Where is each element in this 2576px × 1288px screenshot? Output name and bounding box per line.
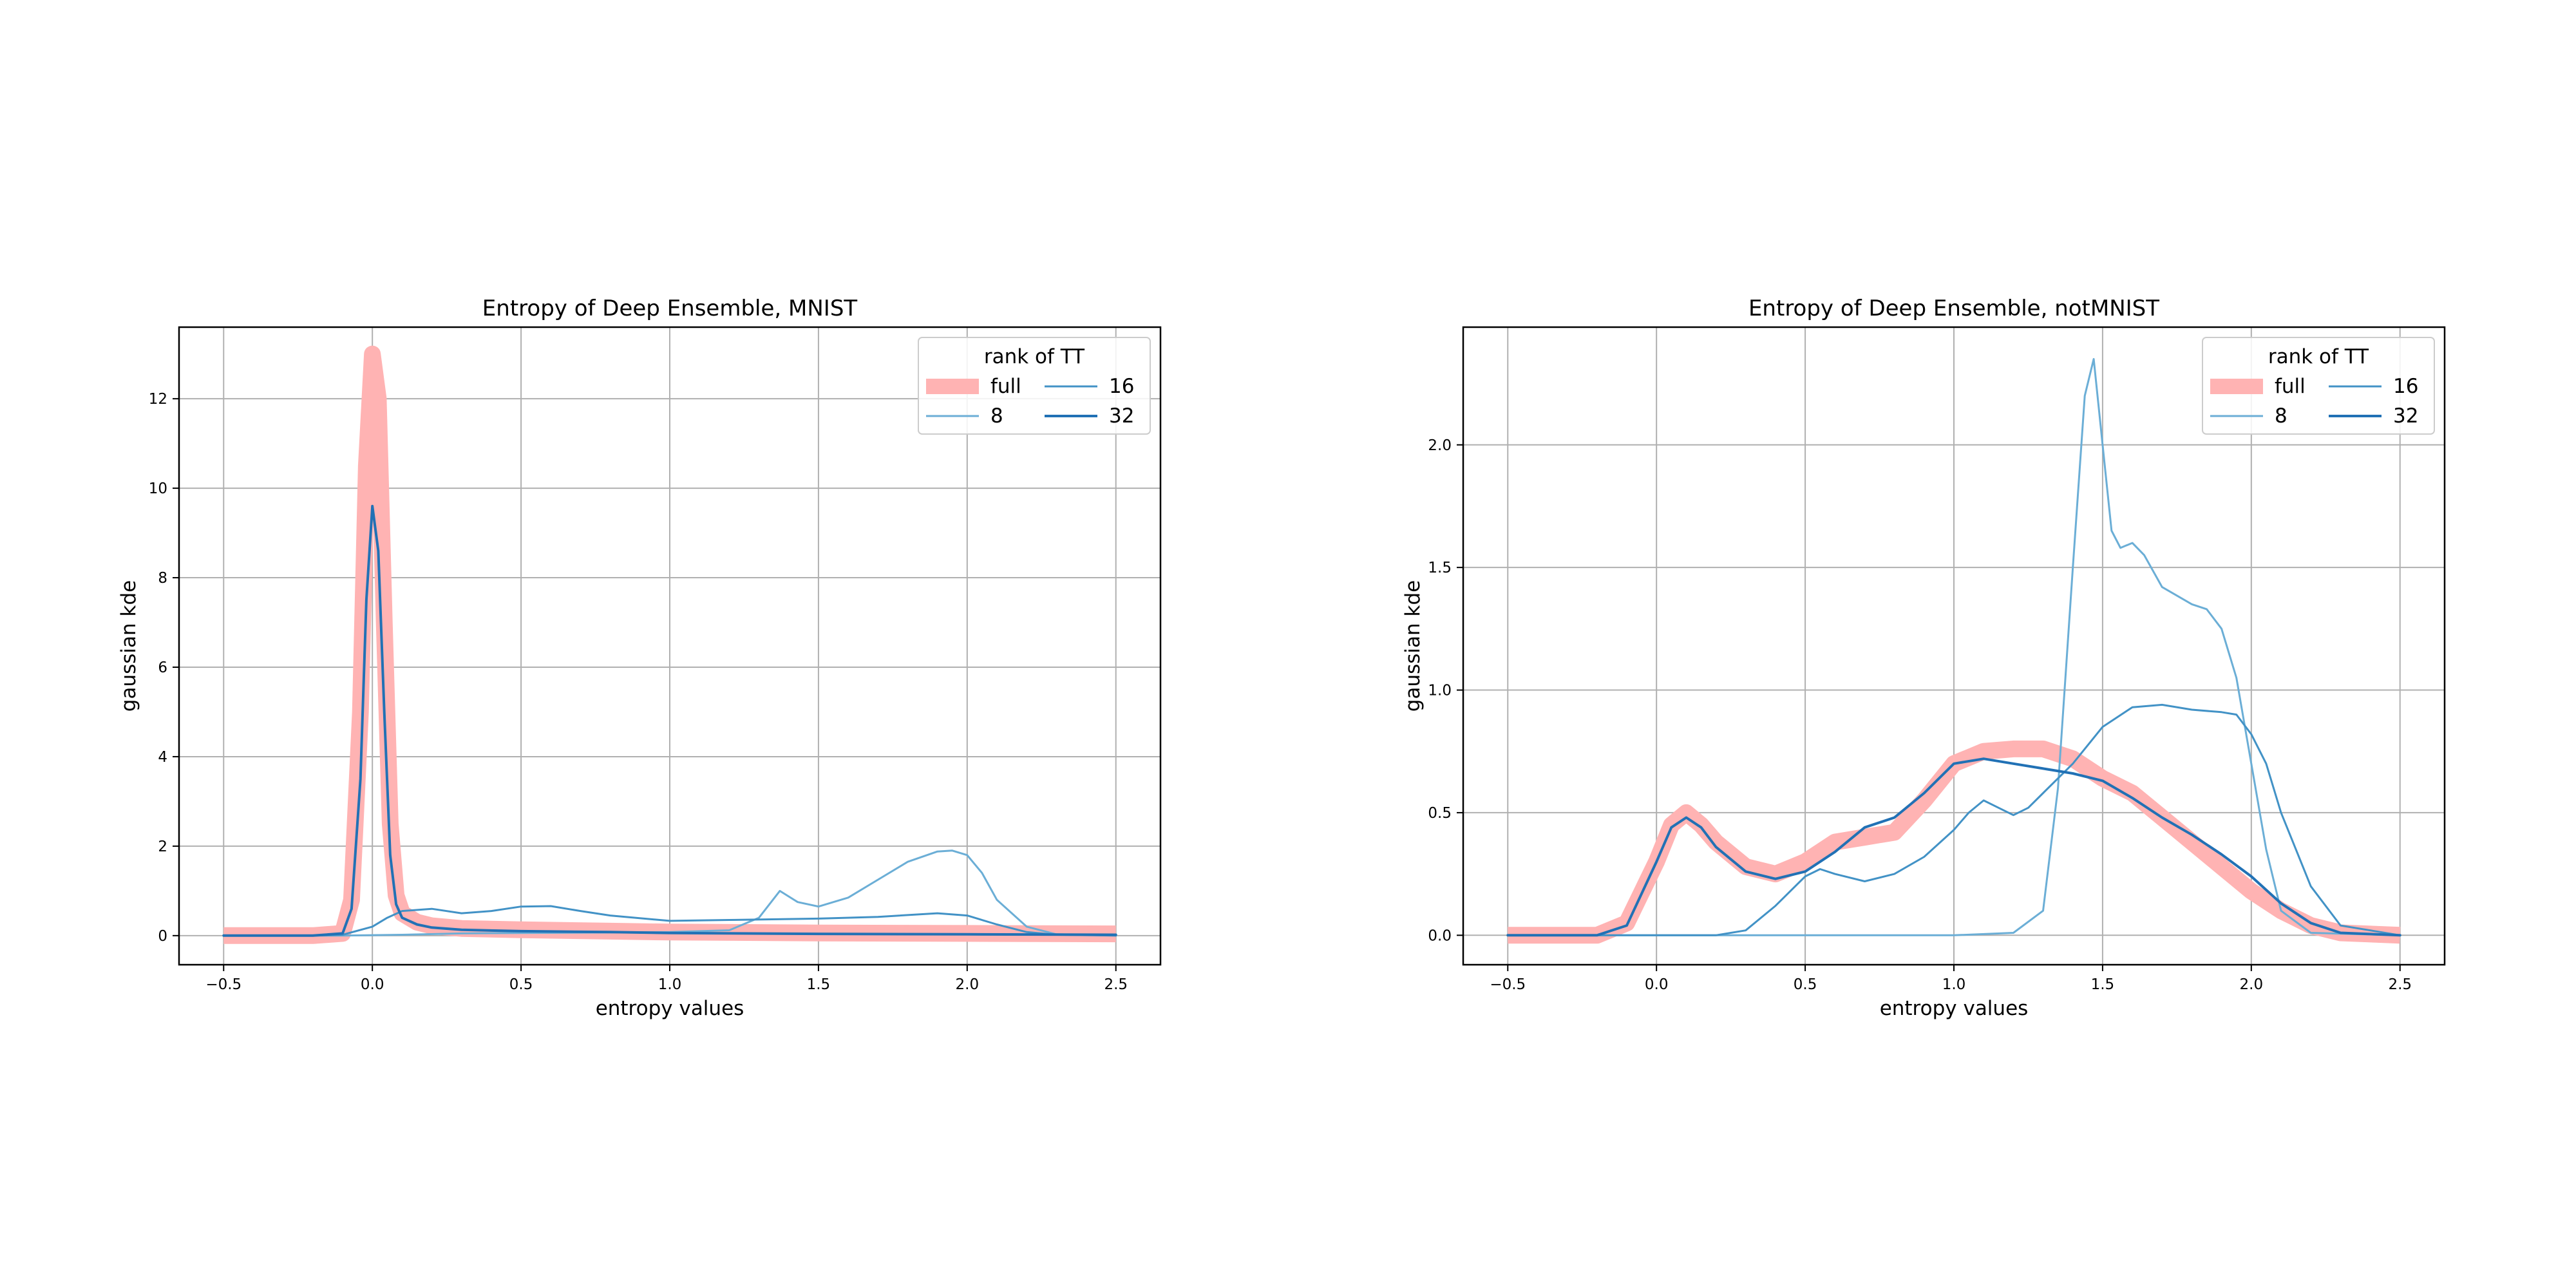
y-tick-label: 6 — [158, 659, 167, 676]
mnist-entropy-chart: −0.5 0.0 0.5 1.0 1.5 2.0 2.5 0 2 4 6 8 10 12 Entropy o… — [117, 296, 1162, 1020]
y-tick-label: 0 — [158, 928, 167, 945]
x-tick-label: 1.0 — [1942, 976, 1966, 993]
legend-box — [918, 337, 1151, 435]
x-tick-label: 2.5 — [2388, 976, 2412, 993]
series-line-8 — [222, 849, 1117, 937]
chart-title: Entropy of Deep Ensemble, notMNIST — [1748, 296, 2159, 321]
x-tick-label: 0.5 — [509, 976, 533, 993]
x-tick-label: 1.5 — [807, 976, 831, 993]
series-line-full — [1508, 740, 2401, 944]
x-tick-label: −0.5 — [205, 976, 242, 993]
x-tick-label: 0.5 — [1794, 976, 1817, 993]
x-axis-label: entropy values — [596, 997, 744, 1020]
y-tick-label: 1.0 — [1428, 683, 1452, 699]
legend-label-16: 16 — [1109, 375, 1134, 398]
legend-title: rank of TT — [984, 345, 1085, 368]
series-line-16 — [222, 905, 1117, 937]
legend: rank of TT full 16 8 32 — [918, 337, 1151, 435]
x-tick-label: 0.0 — [361, 976, 384, 993]
y-tick-label: 8 — [158, 570, 167, 587]
chart-title: Entropy of Deep Ensemble, MNIST — [482, 296, 858, 321]
legend-label-full: full — [2275, 375, 2306, 398]
series-line-8 — [1506, 358, 2401, 936]
y-tick-label: 2.0 — [1428, 437, 1452, 454]
x-axis-label: entropy values — [1880, 997, 2029, 1020]
y-tick-label: 1.5 — [1428, 560, 1452, 576]
y-tick-label: 4 — [158, 749, 167, 766]
y-tick-label: 0.0 — [1428, 927, 1452, 944]
series-line-32 — [222, 504, 1117, 937]
legend-label-8: 8 — [2275, 404, 2287, 428]
series-line-32 — [1506, 757, 2401, 937]
y-axis-label: gaussian kde — [1401, 580, 1425, 712]
x-tick-label: 1.5 — [2091, 976, 2115, 993]
x-tick-label: 1.0 — [658, 976, 682, 993]
legend-label-full: full — [990, 375, 1021, 398]
legend-label-32: 32 — [2393, 404, 2418, 428]
y-axis-label: gaussian kde — [117, 580, 140, 712]
series-line-16 — [1506, 703, 2401, 936]
y-tick-label: 12 — [149, 391, 167, 408]
x-tick-label: 2.0 — [2240, 976, 2264, 993]
notmnist-entropy-chart: −0.5 0.0 0.5 1.0 1.5 2.0 2.5 0.0 0.5 1.0 1.5 2.0 Ent… — [1401, 296, 2446, 1020]
y-tick-label: 10 — [149, 480, 167, 497]
x-tick-label: −0.5 — [1490, 976, 1526, 993]
x-tick-label: 2.5 — [1104, 976, 1128, 993]
legend-label-16: 16 — [2393, 375, 2418, 398]
y-tick-label: 0.5 — [1428, 805, 1452, 822]
x-tick-label: 2.0 — [956, 976, 980, 993]
legend-label-32: 32 — [1109, 404, 1134, 428]
x-tick-label: 0.0 — [1645, 976, 1669, 993]
legend: rank of TT full 16 8 32 — [2202, 337, 2435, 435]
legend-title: rank of TT — [2268, 345, 2369, 368]
legend-label-8: 8 — [990, 404, 1003, 428]
y-tick-label: 2 — [158, 838, 167, 855]
legend-box — [2202, 337, 2435, 435]
